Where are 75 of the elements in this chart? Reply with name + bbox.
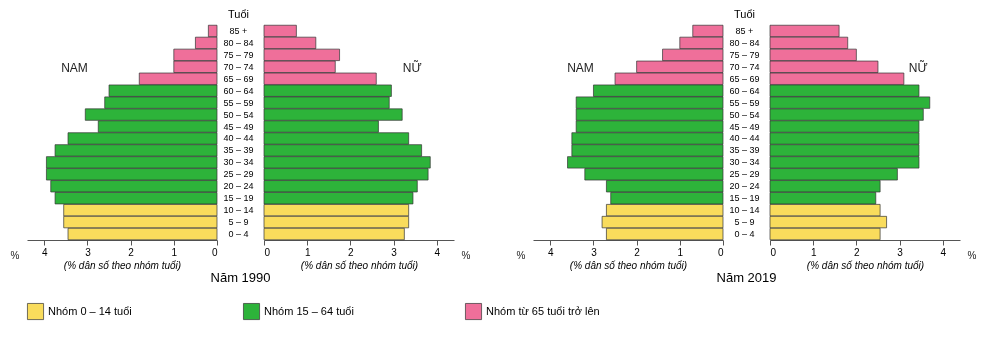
annotation: NỮ — [908, 60, 928, 75]
y-tick-label: 30 – 34 — [729, 157, 760, 168]
y-tick-label: 85 + — [735, 25, 754, 36]
y-tick-label: 5 – 9 — [734, 217, 755, 228]
x-tick-label: 4 — [940, 246, 947, 258]
x-tick-label: 4 — [547, 246, 554, 258]
y-tick-label: 35 – 39 — [223, 145, 254, 156]
x-tick-label: 3 — [391, 246, 398, 258]
y-tick-label: 60 – 64 — [729, 85, 760, 96]
y-tick-label: 15 – 19 — [223, 193, 254, 204]
y-tick-label: 45 – 49 — [223, 121, 254, 132]
x-tick-label: 1 — [677, 246, 684, 258]
y-tick-label: 55 – 59 — [729, 97, 760, 108]
text: % — [461, 250, 471, 261]
y-tick-label: 40 – 44 — [729, 133, 760, 144]
x-tick-label: 1 — [171, 246, 178, 258]
x-tick-label: 2 — [128, 246, 135, 258]
y-tick-label: 15 – 19 — [729, 193, 760, 204]
y-tick-label: 65 – 69 — [729, 73, 760, 84]
y-tick-label: 10 – 14 — [729, 205, 760, 216]
y-tick-label: 20 – 24 — [223, 181, 254, 192]
y-tick-label: 0 – 4 — [734, 229, 755, 240]
x-tick-label: 3 — [85, 246, 92, 258]
x-tick-label: 2 — [348, 246, 355, 258]
y-tick-label: 50 – 54 — [223, 109, 254, 120]
x-axis-title: (% dân số theo nhóm tuổi) — [806, 259, 925, 271]
legend-label: Nhóm 15 – 64 tuổi — [264, 304, 354, 317]
y-axis-title: Tuổi — [734, 7, 755, 20]
x-tick-label: 4 — [434, 246, 441, 258]
y-tick-label: 60 – 64 — [223, 85, 254, 96]
y-tick-label: 45 – 49 — [729, 121, 760, 132]
x-tick-label: 1 — [810, 246, 817, 258]
y-tick-label: 25 – 29 — [729, 169, 760, 180]
y-tick-label: 70 – 74 — [223, 61, 254, 72]
y-tick-label: 40 – 44 — [223, 133, 254, 144]
y-tick-label: 10 – 14 — [223, 205, 254, 216]
x-axis-title: (% dân số theo nhóm tuổi) — [63, 259, 182, 271]
text: % — [516, 250, 526, 261]
y-tick-label: 80 – 84 — [729, 37, 760, 48]
y-tick-label: 70 – 74 — [729, 61, 760, 72]
y-tick-label: 80 – 84 — [223, 37, 254, 48]
y-axis-title: Tuổi — [228, 7, 249, 20]
y-tick-label: 75 – 79 — [223, 49, 254, 60]
x-tick-label: 3 — [897, 246, 904, 258]
x-tick-label: 0 — [770, 246, 777, 258]
x-axis-title: (% dân số theo nhóm tuổi) — [569, 259, 688, 271]
x-tick-label: 3 — [591, 246, 598, 258]
annotation: NAM — [61, 61, 88, 75]
annotation: NỮ — [402, 60, 422, 75]
text: Năm 2019 — [716, 270, 777, 285]
y-tick-label: 65 – 69 — [223, 73, 254, 84]
x-tick-label: 0 — [264, 246, 271, 258]
y-tick-label: 25 – 29 — [223, 169, 254, 180]
text: % — [10, 250, 20, 261]
y-tick-label: 30 – 34 — [223, 157, 254, 168]
y-tick-label: 55 – 59 — [223, 97, 254, 108]
y-tick-label: 50 – 54 — [729, 109, 760, 120]
legend-label: Nhóm 0 – 14 tuổi — [48, 304, 132, 317]
legend-label: Nhóm từ 65 tuổi trở lên — [486, 304, 600, 317]
text: Năm 1990 — [210, 270, 271, 285]
x-tick-label: 0 — [717, 246, 724, 258]
x-tick-label: 4 — [41, 246, 48, 258]
y-tick-label: 75 – 79 — [729, 49, 760, 60]
y-tick-label: 5 – 9 — [228, 217, 249, 228]
y-tick-label: 35 – 39 — [729, 145, 760, 156]
annotation: NAM — [567, 61, 594, 75]
text: % — [967, 250, 977, 261]
y-tick-label: 0 – 4 — [228, 229, 249, 240]
x-axis-title: (% dân số theo nhóm tuổi) — [300, 259, 419, 271]
y-tick-label: 20 – 24 — [729, 181, 760, 192]
x-tick-label: 1 — [304, 246, 311, 258]
x-tick-label: 0 — [211, 246, 218, 258]
x-tick-label: 2 — [854, 246, 861, 258]
x-tick-label: 2 — [634, 246, 641, 258]
y-tick-label: 85 + — [229, 25, 248, 36]
